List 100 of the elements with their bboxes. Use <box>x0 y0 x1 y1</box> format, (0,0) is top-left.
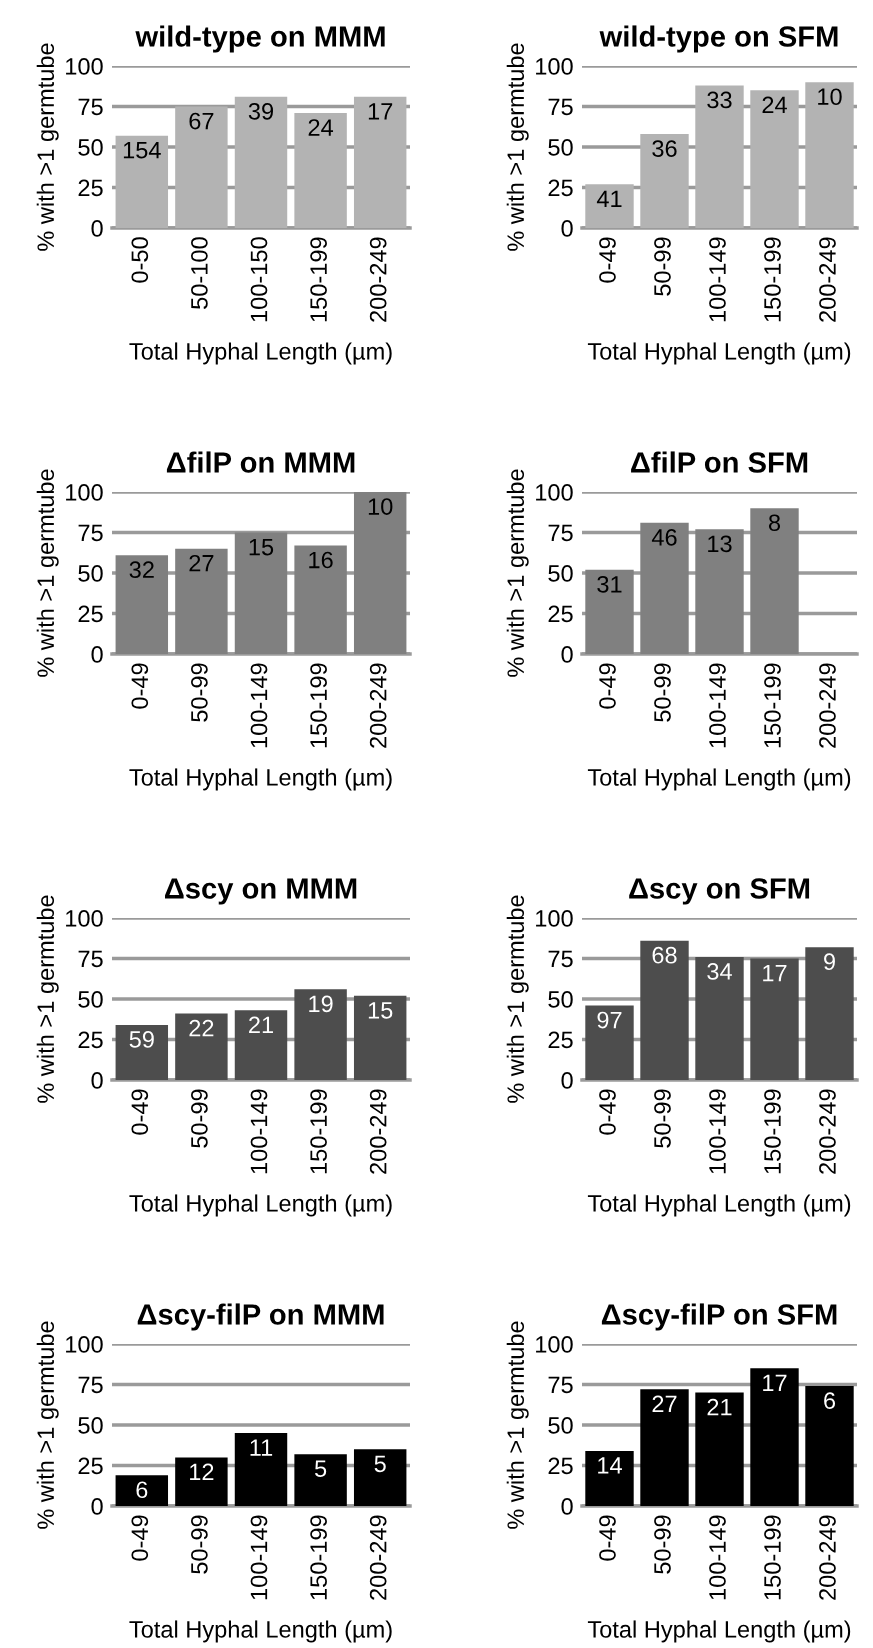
x-tick-label: 150-199 <box>764 1089 781 1174</box>
x-tick-label: 100-149 <box>250 663 268 748</box>
y-tick-label: 100 <box>66 58 103 75</box>
annotation: 8 <box>768 514 781 532</box>
annotation: 67 <box>189 112 214 130</box>
bar <box>175 1013 228 1080</box>
y-tick-label: 75 <box>548 950 573 968</box>
bar <box>640 134 689 228</box>
bar <box>585 1005 634 1080</box>
x-tick-label: 50-100 <box>191 237 208 309</box>
chart-title: Δscy-filP on SFM <box>601 1303 837 1331</box>
bar <box>695 529 744 654</box>
x-tick-label: 0-49 <box>131 663 149 709</box>
x-tick-label: 50-99 <box>191 663 208 722</box>
bar <box>175 1457 228 1506</box>
y-axis-title: % with >1 germtube <box>36 1321 59 1529</box>
annotation: 13 <box>708 535 732 553</box>
y-tick-label: 50 <box>78 1417 103 1434</box>
bar <box>175 106 228 228</box>
y-tick-label: 25 <box>78 179 103 197</box>
x-tick-label: 150-199 <box>764 663 781 748</box>
y-tick-label: 100 <box>536 58 573 75</box>
x-tick-label: 200-249 <box>819 1515 836 1600</box>
x-tick-label: 200-249 <box>819 1089 836 1174</box>
annotation: 9 <box>824 953 835 971</box>
x-tick-label: 50-99 <box>191 1089 208 1148</box>
y-axis-title: % with >1 germtube <box>506 1321 529 1529</box>
annotation: 5 <box>314 1460 327 1478</box>
annotation: 34 <box>707 963 732 980</box>
y-tick-label: 75 <box>548 524 573 542</box>
x-tick-label: 0-49 <box>599 1089 616 1135</box>
annotation: 6 <box>824 1392 836 1410</box>
bar <box>695 85 744 228</box>
annotation: 36 <box>652 140 677 157</box>
chart-title: wild-type on SFM <box>599 25 838 53</box>
y-tick-label: 50 <box>548 991 573 1008</box>
annotation: 12 <box>190 1463 214 1481</box>
chart-title: ΔfilP on SFM <box>631 451 808 473</box>
y-axis-title: % with >1 germtube <box>506 469 529 677</box>
annotation: 68 <box>652 946 677 964</box>
annotation: 33 <box>707 91 732 109</box>
y-tick-label: 100 <box>536 910 573 927</box>
y-tick-label: 100 <box>536 484 573 501</box>
x-tick-label: 50-99 <box>191 1515 208 1574</box>
annotation: 15 <box>368 1002 393 1019</box>
bar <box>750 958 799 1080</box>
x-tick-label: 200-249 <box>819 237 836 322</box>
bar <box>750 90 799 228</box>
annotation: 31 <box>597 575 622 593</box>
y-tick-label: 100 <box>536 1336 573 1353</box>
bar <box>115 135 169 228</box>
bar <box>640 522 689 654</box>
bar <box>805 947 854 1080</box>
annotation: 21 <box>707 1398 732 1416</box>
y-tick-label: 0 <box>91 220 103 237</box>
x-tick-label: 0-49 <box>599 237 616 283</box>
x-tick-label: 0-49 <box>131 1515 149 1561</box>
bar <box>353 1449 407 1506</box>
annotation: 6 <box>136 1481 148 1499</box>
y-tick-label: 25 <box>78 1457 103 1475</box>
annotation: 59 <box>129 1031 154 1048</box>
x-tick-label: 100-149 <box>709 1089 726 1174</box>
y-tick-label: 25 <box>548 1031 573 1049</box>
bar <box>640 1389 689 1506</box>
x-tick-label: 150-199 <box>764 237 781 322</box>
annotation: 17 <box>763 964 787 982</box>
annotation: 16 <box>309 551 333 569</box>
x-tick-label: 200-249 <box>369 1089 387 1174</box>
y-tick-label: 25 <box>548 605 573 623</box>
annotation: 39 <box>248 102 274 120</box>
x-tick-label: 150-199 <box>310 237 327 322</box>
y-tick-label: 25 <box>78 605 103 623</box>
bar <box>353 492 407 654</box>
y-tick-label: 50 <box>78 139 103 156</box>
chart-title: ΔfilP on MMM <box>166 451 355 473</box>
y-tick-label: 25 <box>548 179 573 197</box>
y-tick-label: 50 <box>548 1417 573 1434</box>
annotation: 24 <box>308 119 334 136</box>
x-tick-label: 150-199 <box>310 663 327 748</box>
chart-title: Δscy on MMM <box>165 878 357 905</box>
bar <box>585 569 634 654</box>
y-axis-title: % with >1 germtube <box>506 895 529 1103</box>
bar <box>585 1450 634 1506</box>
x-tick-label: 200-249 <box>369 237 387 322</box>
annotation: 10 <box>368 498 393 515</box>
y-tick-label: 75 <box>78 524 103 542</box>
x-tick-label: 150-199 <box>310 1515 327 1600</box>
y-tick-label: 100 <box>66 484 103 501</box>
bar <box>695 956 744 1080</box>
x-axis-title: Total Hyphal Length (µm) <box>129 1194 392 1217</box>
x-axis-title: Total Hyphal Length (µm) <box>587 342 851 365</box>
annotation: 14 <box>598 1457 622 1474</box>
x-tick-label: 200-249 <box>369 663 387 748</box>
x-tick-label: 100-149 <box>709 1515 726 1600</box>
bar <box>115 555 169 654</box>
bar <box>234 532 288 654</box>
bar <box>695 1392 744 1506</box>
y-axis-title: % with >1 germtube <box>36 895 59 1103</box>
y-axis-title: % with >1 germtube <box>36 43 59 251</box>
annotation: 154 <box>123 142 161 159</box>
